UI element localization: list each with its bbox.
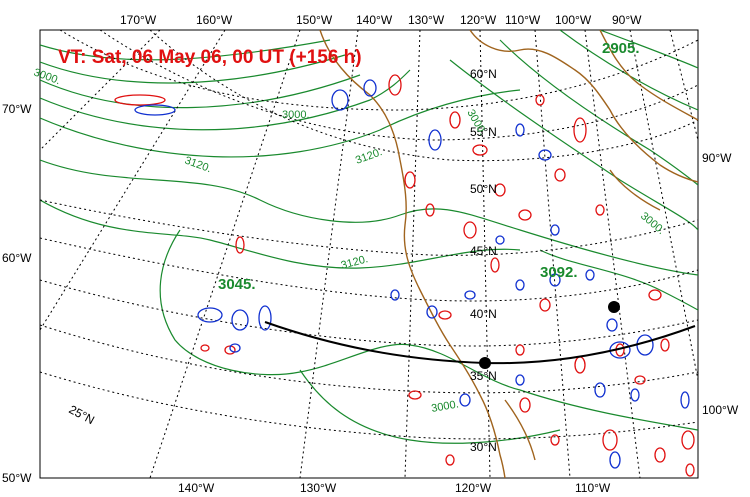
track-marker bbox=[608, 301, 620, 313]
lon-labels-left: 70°W 60°W 50°W bbox=[2, 102, 32, 485]
lon-label: 90°W bbox=[702, 151, 732, 165]
lon-labels-top: 170°W 160°W 150°W 140°W 130°W 120°W 110°… bbox=[120, 13, 642, 27]
lat-label: 60°N bbox=[470, 67, 497, 81]
lon-label: 110°W bbox=[505, 13, 541, 27]
map-frame bbox=[39, 29, 699, 479]
lon-label: 70°W bbox=[2, 102, 32, 116]
lon-labels-bottom: 140°W 130°W 120°W 110°W bbox=[178, 481, 611, 495]
track-marker bbox=[479, 357, 491, 369]
lat-label: 35°N bbox=[470, 369, 497, 383]
negative-anomaly bbox=[134, 79, 690, 469]
contour-label-major: 3045. bbox=[218, 276, 256, 293]
valid-time-title: VT: Sat, 06 May 06, 00 UT (+156 h) bbox=[58, 47, 362, 68]
contour-label-major: 3092. bbox=[540, 264, 578, 281]
lon-label: 100°W bbox=[555, 13, 592, 27]
lon-label: 110°W bbox=[575, 481, 611, 495]
lat-label: 45°N bbox=[470, 244, 497, 258]
lon-label: 150°W bbox=[296, 13, 333, 27]
contour-label: 3000. bbox=[282, 109, 310, 121]
height-contours bbox=[40, 30, 698, 444]
lon-labels-right: 90°W 100°W bbox=[702, 151, 739, 417]
lon-label: 130°W bbox=[300, 481, 337, 495]
lon-label: 140°W bbox=[356, 13, 393, 27]
lat-label: 40°N bbox=[470, 307, 497, 321]
lon-label: 130°W bbox=[408, 13, 445, 27]
lat-label: 50°N bbox=[470, 182, 497, 196]
lon-label: 160°W bbox=[196, 13, 233, 27]
coastline bbox=[319, 30, 698, 478]
graticule bbox=[40, 30, 698, 478]
lon-label: 120°W bbox=[455, 481, 492, 495]
lat-label: 30°N bbox=[470, 440, 497, 454]
lat-label: 55°N bbox=[470, 125, 497, 139]
lon-label: 90°W bbox=[612, 13, 642, 27]
lon-label: 170°W bbox=[120, 13, 157, 27]
contour-label: 3000. bbox=[430, 398, 459, 415]
lon-label: 50°W bbox=[2, 471, 32, 485]
contour-label-major: 2905. bbox=[602, 40, 640, 57]
lon-label: 60°W bbox=[2, 251, 32, 265]
lon-label: 120°W bbox=[460, 13, 497, 27]
lon-label: 140°W bbox=[178, 481, 215, 495]
lon-label: 100°W bbox=[702, 403, 739, 417]
